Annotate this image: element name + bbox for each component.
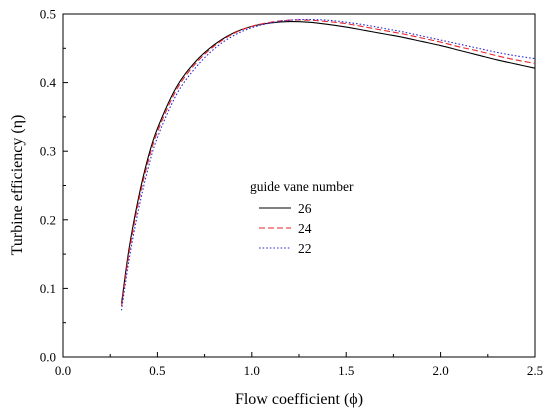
series-lines [120,18,536,311]
y-tick-label: 0.0 [40,350,56,365]
series-line-22 [120,18,536,311]
y-tick-label: 0.4 [40,75,57,90]
legend-title: guide vane number [250,179,354,194]
x-tick-label: 2.5 [527,363,543,378]
series-line-26 [120,20,536,304]
x-tick-label: 0.5 [149,363,165,378]
legend: guide vane number 26 24 22 [250,179,354,256]
legend-label-24: 24 [298,221,312,236]
axis-ticks: 0.0 0.5 1.0 1.5 2.0 2.5 0.0 0.1 0.2 0.3 0.4 0.5 [40,7,543,379]
y-tick-label: 0.3 [40,144,56,159]
x-axis-title: Flow coefficient (ϕ) [235,391,363,408]
y-axis-title: Turbine efficiency (η) [9,115,26,256]
x-tick-label: 1.0 [244,363,260,378]
series-line-24 [120,19,536,307]
legend-label-26: 26 [298,201,312,216]
x-tick-label: 2.0 [432,363,448,378]
x-tick-label: 1.5 [338,363,354,378]
y-tick-label: 0.5 [40,7,56,22]
y-tick-label: 0.1 [40,281,56,296]
y-tick-label: 0.2 [40,212,56,227]
legend-label-22: 22 [298,241,312,256]
x-tick-label: 0.0 [55,363,71,378]
